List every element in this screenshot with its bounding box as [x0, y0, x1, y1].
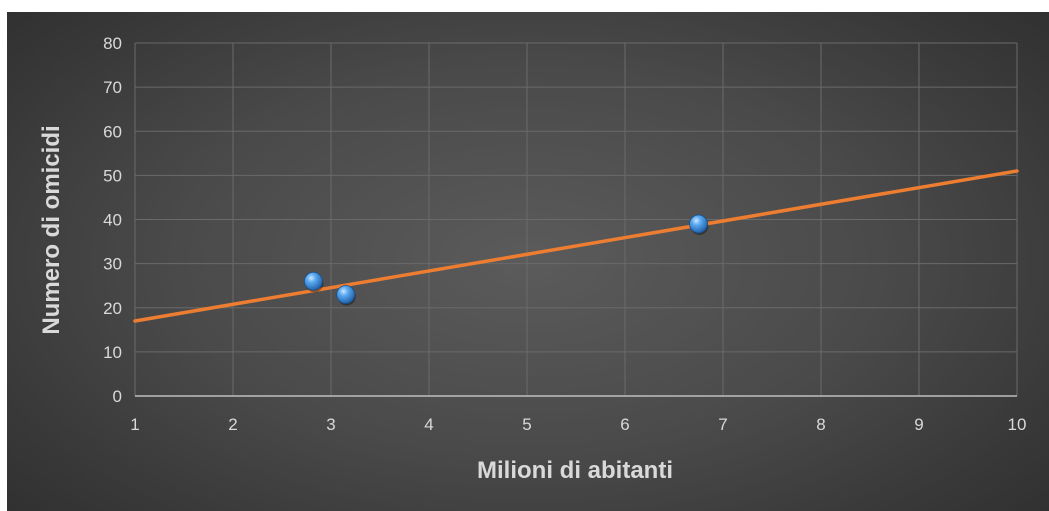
scatter-chart: 1 2 3 4 5 6 7 8 9 10 0 10 20 30 40 50 60 70 80 Milioni di…: [38, 34, 1026, 484]
x-tick-label: 7: [718, 415, 727, 434]
linear-trendline: [133, 169, 1019, 323]
y-tick-label: 50: [103, 166, 122, 185]
gridlines: [134, 42, 1018, 396]
y-axis-title: Numero di omicidi: [38, 125, 65, 334]
x-tick-label: 9: [914, 415, 923, 434]
y-tick-label: 0: [113, 387, 122, 406]
y-tick-label: 80: [103, 34, 122, 53]
y-tick-label: 60: [103, 122, 122, 141]
x-tick-label: 1: [130, 415, 139, 434]
y-tick-labels: 0 10 20 30 40 50 60 70 80: [103, 34, 122, 406]
x-tick-labels: 1 2 3 4 5 6 7 8 9 10: [130, 415, 1026, 434]
x-tick-label: 5: [522, 415, 531, 434]
y-tick-label: 40: [103, 211, 122, 230]
x-tick-label: 10: [1008, 415, 1027, 434]
data-point: [689, 214, 708, 234]
y-tick-label: 20: [103, 299, 122, 318]
x-tick-label: 8: [816, 415, 825, 434]
trendline-group: [133, 169, 1019, 323]
chart-area: 1 2 3 4 5 6 7 8 9 10 0 10 20 30 40 50 60 70 80 Milioni di…: [7, 12, 1049, 511]
x-tick-label: 4: [424, 415, 433, 434]
data-point: [303, 271, 323, 291]
x-tick-label: 2: [228, 415, 237, 434]
data-points: [303, 214, 709, 306]
data-point: [336, 285, 356, 304]
y-tick-label: 10: [103, 343, 122, 362]
x-tick-label: 6: [620, 415, 629, 434]
y-tick-label: 30: [103, 255, 122, 274]
x-axis-title: Milioni di abitanti: [477, 457, 673, 484]
x-tick-label: 3: [326, 415, 335, 434]
y-tick-label: 70: [103, 78, 122, 97]
